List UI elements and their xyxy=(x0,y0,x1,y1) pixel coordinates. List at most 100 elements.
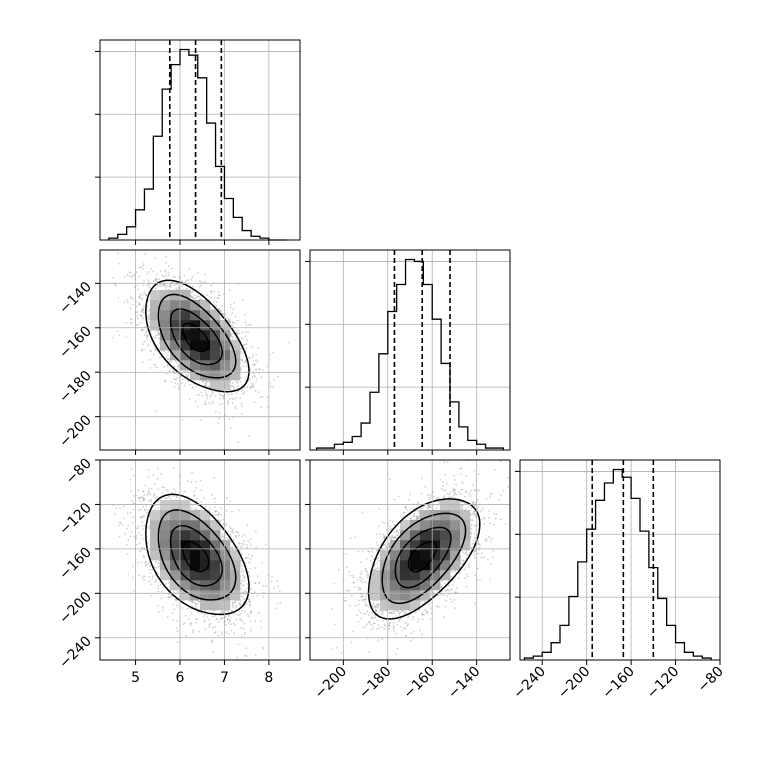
sample-point xyxy=(261,646,264,649)
sample-point xyxy=(183,622,186,625)
sample-point xyxy=(219,397,221,400)
sample-point xyxy=(131,303,134,306)
sample-point xyxy=(231,385,233,388)
sample-point xyxy=(170,380,173,383)
sample-point xyxy=(210,640,212,643)
sample-point xyxy=(150,500,152,503)
sample-point xyxy=(140,297,143,300)
sample-point xyxy=(252,384,255,387)
sample-point xyxy=(260,626,263,629)
sample-point xyxy=(200,284,203,287)
sample-point xyxy=(160,597,163,600)
density-cell xyxy=(200,350,211,361)
sample-point xyxy=(126,553,129,555)
sample-point xyxy=(235,392,238,395)
sample-point xyxy=(139,297,141,299)
sample-point xyxy=(239,612,242,615)
sample-point xyxy=(211,639,214,642)
sample-point xyxy=(133,286,136,288)
sample-point xyxy=(115,284,117,287)
sample-point xyxy=(158,338,160,341)
sample-point xyxy=(156,366,159,368)
sample-point xyxy=(200,489,203,491)
sample-point xyxy=(195,385,198,388)
sample-point xyxy=(138,496,140,499)
density-cell xyxy=(160,320,171,331)
sample-point xyxy=(196,405,199,408)
sample-point xyxy=(138,296,141,298)
sample-point xyxy=(152,279,155,282)
sample-point xyxy=(157,332,160,335)
sample-point xyxy=(242,344,245,346)
panel-content xyxy=(100,250,300,450)
sample-point xyxy=(186,375,189,378)
sample-point xyxy=(239,397,242,400)
sample-point xyxy=(170,267,173,270)
sample-point xyxy=(231,385,234,387)
sample-point xyxy=(198,393,201,396)
sample-point xyxy=(142,307,145,310)
sample-point xyxy=(251,376,254,378)
sample-point xyxy=(192,298,195,301)
sample-point xyxy=(169,595,171,598)
sample-point xyxy=(191,471,193,474)
sample-point xyxy=(198,296,201,298)
sample-point xyxy=(229,306,232,309)
sample-point xyxy=(172,618,175,621)
sample-point xyxy=(200,501,203,503)
sample-point xyxy=(141,343,144,345)
sample-point xyxy=(238,332,241,335)
sample-point xyxy=(248,356,251,359)
sample-point xyxy=(241,337,243,339)
sample-point xyxy=(220,507,223,509)
sample-point xyxy=(208,623,211,626)
sample-point xyxy=(155,277,158,280)
sample-point xyxy=(250,544,252,547)
sample-point xyxy=(187,380,190,383)
sample-point xyxy=(262,369,264,371)
sample-point xyxy=(131,576,134,579)
sample-point xyxy=(167,496,169,499)
sample-point xyxy=(246,524,249,527)
sample-point xyxy=(225,623,227,626)
sample-point xyxy=(130,271,132,274)
sample-point xyxy=(195,602,197,605)
sample-point xyxy=(167,364,169,367)
sample-point xyxy=(178,287,180,290)
sample-point xyxy=(244,314,246,316)
sample-point xyxy=(155,579,158,581)
sample-point xyxy=(234,536,237,539)
sample-point xyxy=(160,590,163,593)
sample-point xyxy=(269,385,272,388)
sample-point xyxy=(187,374,190,377)
sample-point xyxy=(137,288,140,291)
sample-point xyxy=(214,631,217,634)
sample-point xyxy=(119,507,121,510)
sample-point xyxy=(141,524,144,527)
histogram-panel-1 xyxy=(305,249,511,455)
sample-point xyxy=(177,365,180,367)
sample-point xyxy=(163,350,166,352)
sample-point xyxy=(149,358,151,361)
sample-point xyxy=(125,322,128,324)
sample-point xyxy=(240,348,243,351)
sample-point xyxy=(138,302,141,305)
sample-point xyxy=(252,353,255,356)
sample-point xyxy=(203,384,206,387)
sample-point xyxy=(147,475,150,478)
sample-point xyxy=(222,518,225,521)
sample-point xyxy=(197,271,199,274)
sample-point xyxy=(256,575,259,577)
sample-point xyxy=(253,401,256,404)
sample-point xyxy=(141,297,144,300)
sample-point xyxy=(129,307,132,310)
sample-point xyxy=(140,310,143,312)
sample-point xyxy=(227,317,230,320)
density-cell xyxy=(200,340,211,351)
sample-point xyxy=(162,284,165,287)
sample-point xyxy=(204,385,207,387)
sample-point xyxy=(138,497,140,499)
sample-point xyxy=(133,535,136,538)
sample-point xyxy=(190,295,193,298)
